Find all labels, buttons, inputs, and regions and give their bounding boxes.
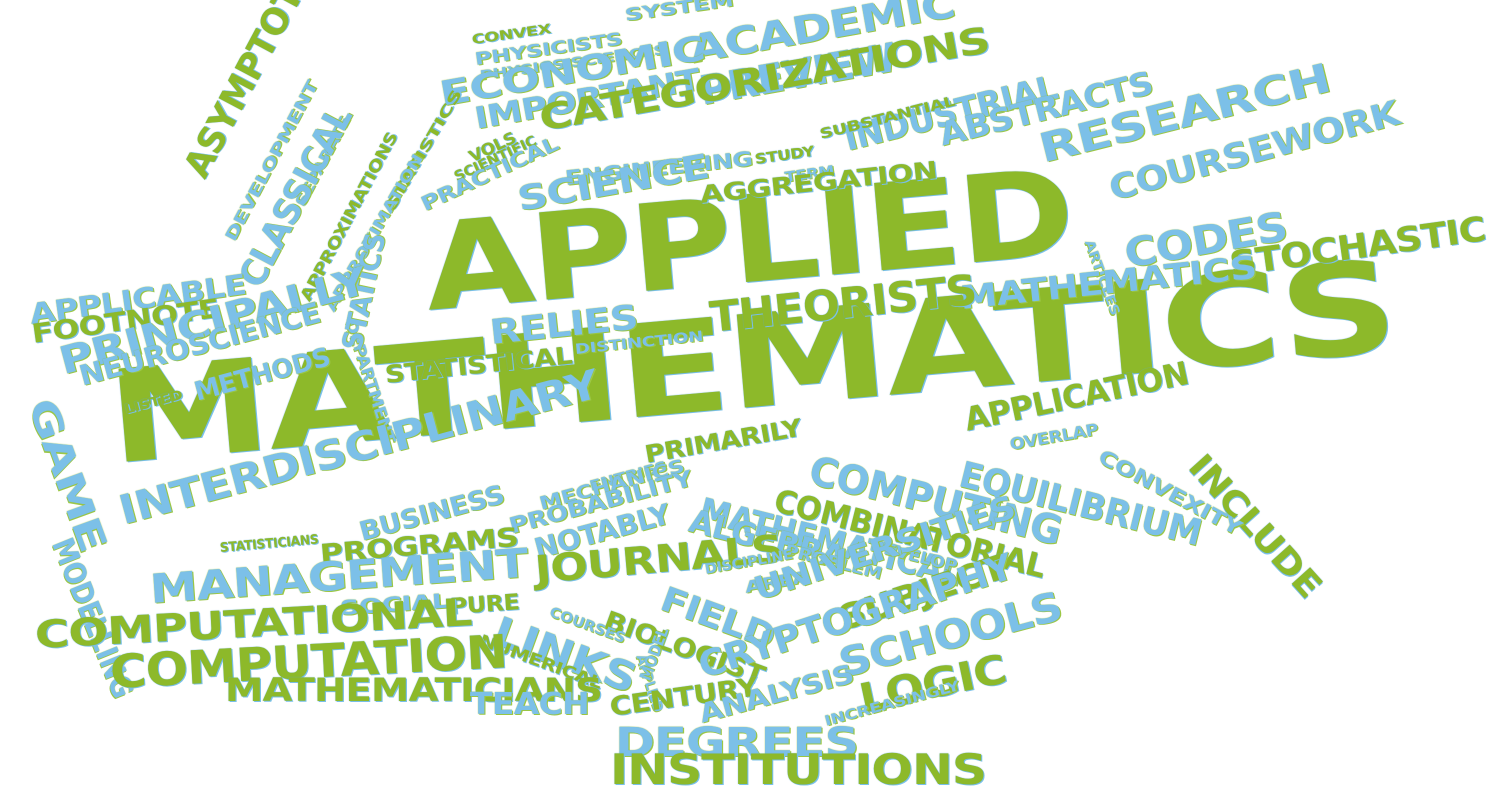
word-mathematicians: MATHEMATICIANS bbox=[225, 671, 603, 709]
word-system: SYSTEM bbox=[623, 0, 735, 26]
word-game: GAME bbox=[19, 392, 116, 558]
word-teach: TEACH bbox=[470, 687, 590, 722]
word-include: INCLUDE bbox=[1180, 446, 1330, 606]
word-study: STUDY bbox=[753, 143, 816, 168]
word-degrees: DEGREES bbox=[615, 720, 859, 766]
word-statisticians: STATISTICIANS bbox=[219, 531, 320, 556]
word-institutions: INSTITUTIONS bbox=[610, 745, 987, 794]
